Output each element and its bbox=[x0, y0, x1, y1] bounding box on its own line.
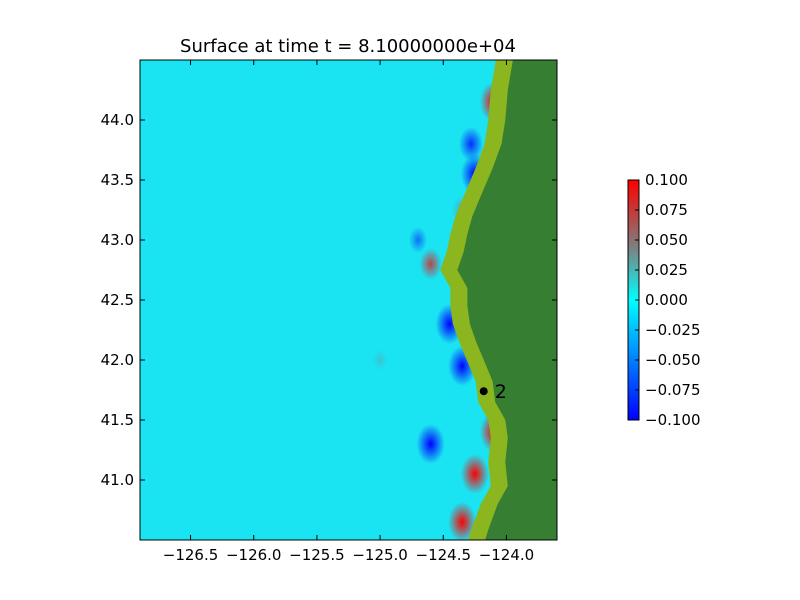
colorbar-tick-label: −0.025 bbox=[645, 321, 701, 339]
x-tick-label: −124.0 bbox=[479, 546, 535, 564]
colorbar-tick-label: 0.000 bbox=[645, 291, 688, 309]
colorbar-tick-label: 0.025 bbox=[645, 261, 688, 279]
colorbar-tick-label: −0.075 bbox=[645, 381, 701, 399]
x-tick-label: −126.0 bbox=[226, 546, 282, 564]
x-tick-label: −124.5 bbox=[416, 546, 472, 564]
x-tick-label: −126.5 bbox=[163, 546, 219, 564]
y-tick-label: 41.5 bbox=[101, 411, 134, 429]
gauge-markers: 2 bbox=[479, 381, 507, 403]
colorbar-ticks: 0.100 0.075 0.050 0.025 0.000 −0.025 −0.050 −0.… bbox=[635, 171, 701, 429]
surface-anomaly bbox=[419, 248, 442, 280]
y-tick-label: 43.0 bbox=[101, 231, 134, 249]
y-tick-label: 42.5 bbox=[101, 291, 134, 309]
colorbar-tick-label: 0.050 bbox=[645, 231, 688, 249]
surface-anomaly bbox=[416, 424, 445, 464]
y-tick-label: 42.0 bbox=[101, 351, 134, 369]
x-tick-label: −125.0 bbox=[352, 546, 408, 564]
surface-anomaly bbox=[460, 454, 489, 494]
surface-anomaly bbox=[408, 227, 428, 253]
land-mass bbox=[457, 60, 557, 540]
colorbar-tick-label: 0.100 bbox=[645, 171, 688, 189]
colorbar-tick-label: −0.050 bbox=[645, 351, 701, 369]
gauge-marker bbox=[479, 387, 488, 396]
y-tick-label: 43.5 bbox=[101, 171, 134, 189]
gauge-label: 2 bbox=[495, 381, 507, 403]
surface-anomaly bbox=[372, 349, 388, 371]
plot-area bbox=[140, 60, 557, 540]
colorbar: 0.100 0.075 0.050 0.025 0.000 −0.025 −0.050 −0.… bbox=[627, 171, 701, 429]
surface-anomaly bbox=[448, 502, 477, 540]
x-axis: −126.5 −126.0 −125.5 −125.0 −124.5 −124.0 bbox=[163, 60, 534, 564]
surface-anomaly bbox=[459, 126, 484, 162]
colorbar-tick-label: 0.075 bbox=[645, 201, 688, 219]
colorbar-tick-label: −0.100 bbox=[645, 411, 701, 429]
x-tick-label: −125.5 bbox=[289, 546, 345, 564]
chart-title: Surface at time t = 8.10000000e+04 bbox=[180, 36, 516, 57]
y-tick-label: 41.0 bbox=[101, 471, 134, 489]
y-axis: 41.0 41.5 42.0 42.5 43.0 43.5 44.0 bbox=[101, 111, 557, 489]
y-tick-label: 44.0 bbox=[101, 111, 134, 129]
